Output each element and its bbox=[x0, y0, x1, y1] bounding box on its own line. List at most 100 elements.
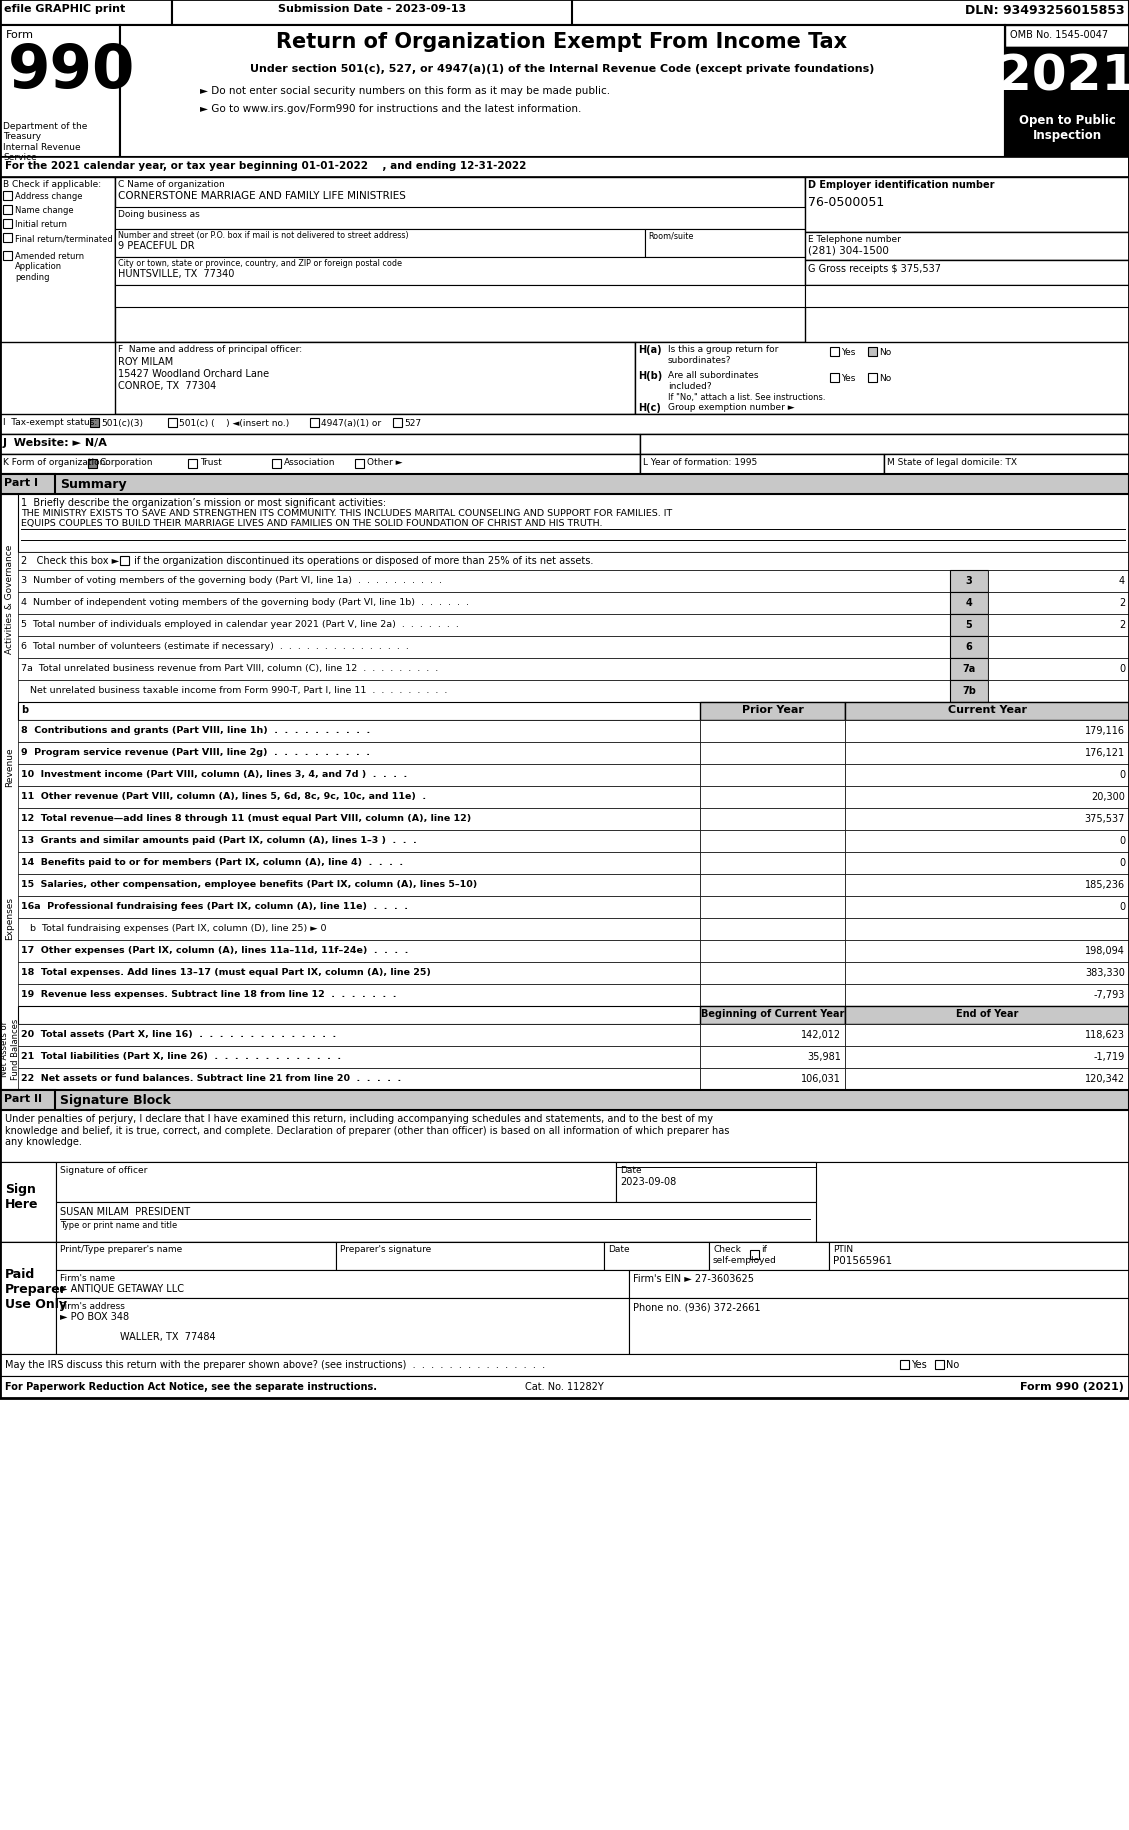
Bar bbox=[272, 459, 281, 468]
Text: 22  Net assets or fund balances. Subtract line 21 from line 20  .  .  .  .  .: 22 Net assets or fund balances. Subtract… bbox=[21, 1074, 401, 1082]
Text: ► Do not enter social security numbers on this form as it may be made public.: ► Do not enter social security numbers o… bbox=[200, 86, 610, 95]
Text: H(a): H(a) bbox=[638, 344, 662, 355]
Bar bbox=[18, 615, 949, 637]
Bar bbox=[1005, 48, 1129, 106]
Bar bbox=[56, 1162, 616, 1202]
Text: Beginning of Current Year: Beginning of Current Year bbox=[701, 1008, 844, 1019]
Text: G Gross receipts $ 375,537: G Gross receipts $ 375,537 bbox=[808, 264, 940, 274]
Text: Room/suite: Room/suite bbox=[648, 231, 693, 240]
Text: 4: 4 bbox=[1119, 576, 1124, 586]
Text: 501(c) (    ) ◄(insert no.): 501(c) ( ) ◄(insert no.) bbox=[180, 419, 289, 428]
Bar bbox=[700, 875, 844, 897]
Text: 5  Total number of individuals employed in calendar year 2021 (Part V, line 2a) : 5 Total number of individuals employed i… bbox=[21, 620, 458, 630]
Bar bbox=[0, 1091, 55, 1111]
Bar bbox=[844, 721, 1129, 743]
Bar bbox=[189, 459, 196, 468]
Bar bbox=[844, 809, 1129, 831]
Text: 35,981: 35,981 bbox=[807, 1052, 841, 1061]
Text: ► ANTIQUE GETAWAY LLC: ► ANTIQUE GETAWAY LLC bbox=[60, 1283, 184, 1294]
Bar bbox=[750, 1250, 759, 1259]
Bar bbox=[629, 1297, 1129, 1354]
Bar bbox=[120, 556, 129, 565]
Bar bbox=[18, 637, 949, 659]
Text: 0: 0 bbox=[1119, 836, 1124, 845]
Text: Trust: Trust bbox=[200, 458, 221, 467]
Text: Cat. No. 11282Y: Cat. No. 11282Y bbox=[525, 1382, 603, 1391]
Bar bbox=[844, 1007, 1129, 1025]
Text: 8  Contributions and grants (Part VIII, line 1h)  .  .  .  .  .  .  .  .  .  .: 8 Contributions and grants (Part VIII, l… bbox=[21, 727, 370, 734]
Bar bbox=[0, 415, 1129, 436]
Text: Current Year: Current Year bbox=[947, 705, 1026, 714]
Text: Yes: Yes bbox=[841, 373, 856, 382]
Bar bbox=[3, 220, 12, 229]
Bar bbox=[0, 0, 1129, 1398]
Bar bbox=[0, 26, 120, 157]
Text: SUSAN MILAM  PRESIDENT: SUSAN MILAM PRESIDENT bbox=[60, 1206, 190, 1217]
Text: Corporation: Corporation bbox=[100, 458, 154, 467]
Bar bbox=[988, 615, 1129, 637]
Text: E Telephone number: E Telephone number bbox=[808, 234, 901, 243]
Text: 198,094: 198,094 bbox=[1085, 946, 1124, 955]
Text: No: No bbox=[879, 373, 891, 382]
Text: May the IRS discuss this return with the preparer shown above? (see instructions: May the IRS discuss this return with the… bbox=[5, 1360, 545, 1369]
Text: End of Year: End of Year bbox=[956, 1008, 1018, 1019]
Text: 2023-09-08: 2023-09-08 bbox=[620, 1177, 676, 1186]
Bar bbox=[18, 494, 1129, 553]
Text: Print/Type preparer's name: Print/Type preparer's name bbox=[60, 1244, 182, 1254]
Bar bbox=[700, 809, 844, 831]
Bar bbox=[805, 232, 1129, 262]
Text: Return of Organization Exempt From Income Tax: Return of Organization Exempt From Incom… bbox=[277, 31, 848, 51]
Bar bbox=[0, 454, 640, 474]
Text: Signature of officer: Signature of officer bbox=[60, 1166, 148, 1175]
Bar bbox=[604, 1243, 709, 1270]
Text: For Paperwork Reduction Act Notice, see the separate instructions.: For Paperwork Reduction Act Notice, see … bbox=[5, 1382, 377, 1391]
Bar bbox=[844, 703, 1129, 721]
Bar bbox=[18, 703, 1129, 721]
Bar bbox=[844, 1047, 1129, 1069]
Bar bbox=[700, 985, 844, 1007]
Bar bbox=[988, 571, 1129, 593]
Bar bbox=[115, 178, 805, 342]
Text: if the organization discontinued its operations or disposed of more than 25% of : if the organization discontinued its ope… bbox=[131, 556, 594, 565]
Text: D Employer identification number: D Employer identification number bbox=[808, 179, 995, 190]
Bar bbox=[0, 0, 172, 26]
Bar bbox=[844, 985, 1129, 1007]
Text: Under penalties of perjury, I declare that I have examined this return, includin: Under penalties of perjury, I declare th… bbox=[5, 1113, 729, 1147]
Bar bbox=[336, 1243, 604, 1270]
Text: Firm's name: Firm's name bbox=[60, 1274, 115, 1283]
Text: DLN: 93493256015853: DLN: 93493256015853 bbox=[965, 4, 1124, 16]
Text: THE MINISTRY EXISTS TO SAVE AND STRENGTHEN ITS COMMUNITY. THIS INCLUDES MARITAL : THE MINISTRY EXISTS TO SAVE AND STRENGTH… bbox=[21, 509, 672, 518]
Text: Activities & Governance: Activities & Governance bbox=[6, 544, 15, 653]
Bar bbox=[805, 285, 1129, 307]
Text: 18  Total expenses. Add lines 13–17 (must equal Part IX, column (A), line 25): 18 Total expenses. Add lines 13–17 (must… bbox=[21, 968, 431, 977]
Text: Part I: Part I bbox=[5, 478, 38, 489]
Bar bbox=[0, 178, 115, 342]
Bar bbox=[0, 436, 640, 454]
Bar bbox=[700, 897, 844, 919]
Bar bbox=[700, 831, 844, 853]
Bar bbox=[700, 1047, 844, 1069]
Text: 6  Total number of volunteers (estimate if necessary)  .  .  .  .  .  .  .  .  .: 6 Total number of volunteers (estimate i… bbox=[21, 642, 409, 651]
Bar bbox=[844, 743, 1129, 765]
Bar bbox=[868, 373, 877, 382]
Bar bbox=[640, 454, 884, 474]
Bar bbox=[18, 659, 949, 681]
Text: 21  Total liabilities (Part X, line 26)  .  .  .  .  .  .  .  .  .  .  .  .  .: 21 Total liabilities (Part X, line 26) .… bbox=[21, 1052, 341, 1060]
Bar bbox=[700, 1007, 844, 1025]
Bar bbox=[640, 436, 1129, 454]
Text: Final return/terminated: Final return/terminated bbox=[15, 234, 113, 243]
Bar bbox=[700, 703, 844, 721]
Text: 1  Briefly describe the organization’s mission or most significant activities:: 1 Briefly describe the organization’s mi… bbox=[21, 498, 386, 507]
Text: EQUIPS COUPLES TO BUILD THEIR MARRIAGE LIVES AND FAMILIES ON THE SOLID FOUNDATIO: EQUIPS COUPLES TO BUILD THEIR MARRIAGE L… bbox=[21, 518, 603, 527]
Bar bbox=[988, 593, 1129, 615]
Text: (281) 304-1500: (281) 304-1500 bbox=[808, 245, 889, 254]
Text: 11  Other revenue (Part VIII, column (A), lines 5, 6d, 8c, 9c, 10c, and 11e)  .: 11 Other revenue (Part VIII, column (A),… bbox=[21, 792, 426, 800]
Bar bbox=[844, 853, 1129, 875]
Text: 19  Revenue less expenses. Subtract line 18 from line 12  .  .  .  .  .  .  .: 19 Revenue less expenses. Subtract line … bbox=[21, 990, 396, 999]
Text: 527: 527 bbox=[404, 419, 421, 428]
Bar bbox=[844, 765, 1129, 787]
Text: 4947(a)(1) or: 4947(a)(1) or bbox=[321, 419, 382, 428]
Bar bbox=[700, 941, 844, 963]
Text: Address change: Address change bbox=[15, 192, 82, 201]
Text: 7b: 7b bbox=[962, 686, 975, 695]
